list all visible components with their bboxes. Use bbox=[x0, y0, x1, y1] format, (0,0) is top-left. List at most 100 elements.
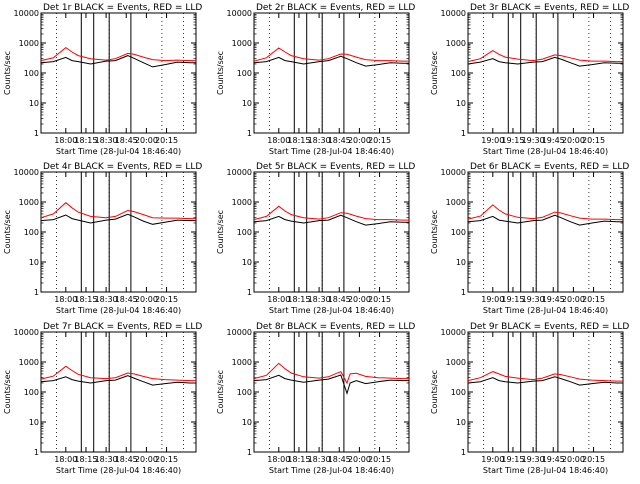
y-tick-label: 1 bbox=[247, 288, 252, 297]
lld-series-line bbox=[467, 204, 623, 221]
x-tick-label: 18:45 bbox=[115, 136, 138, 145]
plot-frame bbox=[40, 331, 197, 453]
y-tick-label: 10000 bbox=[441, 328, 466, 337]
y-tick-label: 1 bbox=[461, 448, 466, 457]
y-tick-label: 10000 bbox=[227, 9, 252, 18]
events-series-line bbox=[253, 214, 409, 226]
events-series-line bbox=[40, 213, 196, 225]
y-axis-label: Counts/sec bbox=[3, 51, 12, 95]
y-tick-label: 100 bbox=[237, 388, 252, 397]
lld-series-line bbox=[467, 50, 623, 63]
x-tick-label: 18:15 bbox=[287, 295, 310, 304]
y-axis-label: Counts/sec bbox=[3, 210, 12, 254]
x-axis-label: Start Time (28-Jul-04 18:46:40) bbox=[483, 147, 608, 156]
detector-panel: Det 6r BLACK = Events, RED = LLD 1 10 100 10… bbox=[430, 162, 629, 315]
x-tick-label: 20:15 bbox=[368, 136, 391, 145]
x-tick-label: 20:00 bbox=[562, 455, 585, 464]
y-tick-label: 10 bbox=[242, 258, 252, 267]
detector-panel: Det 1r BLACK = Events, RED = LLD 1 10 100 10… bbox=[3, 3, 202, 156]
x-tick-label: 20:00 bbox=[135, 136, 158, 145]
y-tick-label: 100 bbox=[451, 228, 466, 237]
x-tick-label: 19:00 bbox=[481, 455, 504, 464]
y-tick-label: 10000 bbox=[14, 168, 39, 177]
y-tick-label: 1 bbox=[461, 129, 466, 138]
x-tick-label: 18:00 bbox=[267, 295, 290, 304]
detector-panel: Det 2r BLACK = Events, RED = LLD 1 10 100 10… bbox=[216, 3, 415, 156]
detector-panel: Det 8r BLACK = Events, RED = LLD 1 10 100 10… bbox=[216, 322, 415, 475]
y-tick-label: 1000 bbox=[232, 358, 252, 367]
x-tick-label: 18:30 bbox=[308, 455, 331, 464]
y-tick-label: 1000 bbox=[446, 198, 466, 207]
x-tick-label: 20:15 bbox=[582, 455, 605, 464]
x-axis-label: Start Time (28-Jul-04 18:46:40) bbox=[56, 466, 181, 475]
x-tick-label: 20:15 bbox=[155, 136, 178, 145]
panel-title: Det 1r BLACK = Events, RED = LLD bbox=[43, 3, 202, 13]
x-tick-label: 18:30 bbox=[95, 136, 118, 145]
plot-frame bbox=[467, 171, 624, 293]
y-tick-label: 10000 bbox=[227, 168, 252, 177]
panel-title: Det 4r BLACK = Events, RED = LLD bbox=[43, 162, 202, 172]
plot-frame bbox=[467, 12, 624, 134]
y-tick-label: 1000 bbox=[19, 358, 39, 367]
y-tick-label: 1 bbox=[461, 288, 466, 297]
y-tick-label: 100 bbox=[24, 388, 39, 397]
x-tick-label: 18:00 bbox=[267, 455, 290, 464]
y-axis-label: Counts/sec bbox=[216, 51, 225, 95]
x-tick-label: 20:15 bbox=[155, 295, 178, 304]
x-tick-label: 19:30 bbox=[522, 136, 545, 145]
x-tick-label: 20:00 bbox=[562, 136, 585, 145]
x-axis-label: Start Time (28-Jul-04 18:46:40) bbox=[269, 147, 394, 156]
x-tick-label: 18:45 bbox=[328, 455, 351, 464]
x-tick-label: 20:00 bbox=[135, 295, 158, 304]
y-tick-label: 10000 bbox=[441, 9, 466, 18]
y-tick-label: 1 bbox=[247, 129, 252, 138]
x-tick-label: 20:15 bbox=[582, 295, 605, 304]
x-axis-label: Start Time (28-Jul-04 18:46:40) bbox=[483, 466, 608, 475]
lld-series-line bbox=[467, 371, 623, 382]
x-tick-label: 18:15 bbox=[74, 455, 97, 464]
y-tick-label: 10 bbox=[29, 418, 39, 427]
x-tick-label: 19:15 bbox=[501, 295, 524, 304]
y-tick-label: 1000 bbox=[446, 39, 466, 48]
y-tick-label: 1000 bbox=[446, 358, 466, 367]
y-tick-label: 1000 bbox=[232, 198, 252, 207]
detector-panel: Det 7r BLACK = Events, RED = LLD 1 10 100 10… bbox=[3, 322, 202, 475]
x-tick-label: 18:15 bbox=[287, 455, 310, 464]
detector-panel: Det 9r BLACK = Events, RED = LLD 1 10 100 10… bbox=[430, 322, 629, 475]
lld-series-line bbox=[253, 205, 409, 221]
x-tick-label: 18:30 bbox=[308, 295, 331, 304]
plot-frame bbox=[253, 12, 410, 134]
plot-frame bbox=[467, 331, 624, 453]
x-tick-label: 18:45 bbox=[115, 295, 138, 304]
lld-series-line bbox=[40, 365, 196, 382]
x-axis-label: Start Time (28-Jul-04 18:46:40) bbox=[56, 147, 181, 156]
x-axis-label: Start Time (28-Jul-04 18:46:40) bbox=[56, 306, 181, 315]
y-tick-label: 10000 bbox=[14, 328, 39, 337]
x-axis-label: Start Time (28-Jul-04 18:46:40) bbox=[269, 306, 394, 315]
y-tick-label: 1000 bbox=[19, 198, 39, 207]
y-tick-label: 100 bbox=[451, 388, 466, 397]
y-tick-label: 100 bbox=[24, 69, 39, 78]
y-axis-label: Counts/sec bbox=[3, 370, 12, 414]
lld-series-line bbox=[253, 47, 409, 62]
x-tick-label: 18:45 bbox=[115, 455, 138, 464]
x-tick-label: 20:00 bbox=[348, 455, 371, 464]
y-tick-label: 10 bbox=[456, 99, 466, 108]
x-tick-label: 20:00 bbox=[135, 455, 158, 464]
y-tick-label: 1000 bbox=[232, 39, 252, 48]
panel-title: Det 9r BLACK = Events, RED = LLD bbox=[470, 322, 629, 332]
events-series-line bbox=[40, 375, 196, 386]
events-series-line bbox=[467, 376, 623, 386]
x-tick-label: 20:00 bbox=[562, 295, 585, 304]
x-tick-label: 18:30 bbox=[308, 136, 331, 145]
plot-frame bbox=[253, 171, 410, 293]
x-tick-label: 19:30 bbox=[522, 295, 545, 304]
events-series-line bbox=[253, 55, 409, 67]
y-axis-label: Counts/sec bbox=[216, 210, 225, 254]
lld-series-line bbox=[253, 362, 409, 385]
lld-series-line bbox=[40, 46, 196, 62]
panel-title: Det 8r BLACK = Events, RED = LLD bbox=[256, 322, 415, 332]
detector-panel: Det 3r BLACK = Events, RED = LLD 1 10 100 10… bbox=[430, 3, 629, 156]
x-tick-label: 18:00 bbox=[54, 136, 77, 145]
